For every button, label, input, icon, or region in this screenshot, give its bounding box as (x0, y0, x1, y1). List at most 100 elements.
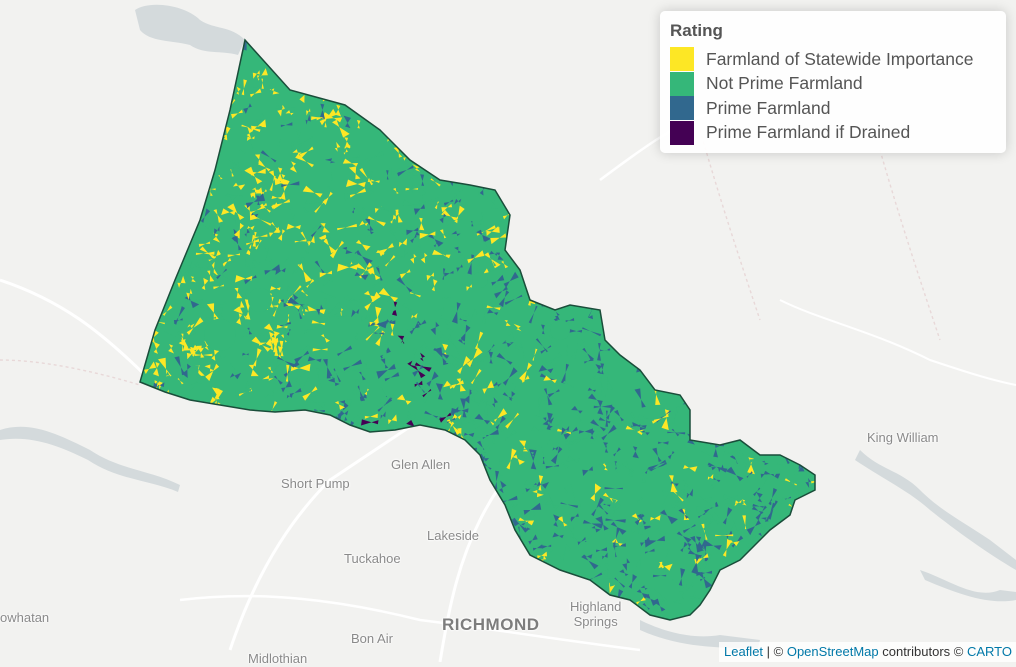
soil-polygon (264, 390, 274, 398)
soil-polygon (401, 302, 418, 317)
soil-polygon (254, 122, 262, 128)
soil-polygon (589, 288, 594, 295)
soil-polygon (615, 180, 624, 190)
soil-polygon (140, 522, 146, 533)
soil-polygon (506, 448, 517, 470)
soil-polygon (812, 454, 815, 465)
soil-polygon (791, 304, 799, 313)
soil-polygon (252, 231, 257, 247)
soil-polygon (512, 162, 528, 166)
soil-polygon (567, 165, 578, 170)
soil-polygon (190, 105, 199, 113)
soil-polygon (779, 424, 790, 436)
soil-polygon (781, 297, 788, 305)
soil-polygon (357, 76, 371, 83)
soil-polygon (796, 373, 804, 386)
soil-polygon (272, 298, 283, 308)
soil-polygon (605, 518, 626, 523)
soil-polygon (174, 554, 180, 562)
soil-polygon (205, 272, 213, 280)
soil-polygon (212, 232, 221, 243)
soil-polygon (515, 152, 521, 163)
soil-polygon (374, 107, 386, 115)
soil-polygon (201, 613, 212, 620)
soil-polygon (468, 485, 483, 496)
soil-polygon (182, 453, 194, 468)
soil-polygon (269, 85, 275, 94)
soil-polygon (548, 335, 558, 343)
soil-polygon (388, 414, 397, 425)
soil-polygon (545, 417, 554, 424)
soil-polygon (678, 256, 697, 269)
soil-polygon (351, 207, 356, 214)
soil-polygon (472, 61, 478, 75)
soil-polygon (791, 393, 798, 398)
soil-polygon (722, 273, 730, 284)
soil-polygon (788, 598, 802, 614)
soil-polygon (460, 398, 467, 418)
soil-polygon (623, 296, 638, 310)
soil-polygon (192, 498, 197, 510)
soil-polygon (587, 387, 596, 392)
soil-polygon (365, 526, 378, 532)
soil-polygon (366, 588, 386, 601)
soil-polygon (140, 485, 147, 495)
soil-polygon (727, 336, 738, 342)
soil-polygon (591, 205, 603, 214)
soil-polygon (422, 603, 434, 611)
leaflet-link[interactable]: Leaflet (724, 644, 764, 659)
soil-polygon (237, 170, 242, 178)
soil-polygon (792, 297, 806, 304)
soil-polygon (269, 226, 280, 237)
openstreetmap-link[interactable]: OpenStreetMap (786, 644, 879, 659)
soil-polygon (190, 134, 196, 140)
soil-polygon (201, 277, 209, 290)
soil-polygon (562, 380, 575, 389)
soil-polygon (548, 40, 557, 49)
carto-link[interactable]: CARTO (966, 644, 1012, 659)
soil-polygon (156, 209, 169, 226)
soil-polygon (352, 528, 366, 545)
soil-polygon (143, 221, 155, 228)
soil-polygon (565, 455, 581, 464)
soil-polygon (611, 538, 623, 547)
soil-polygon (649, 170, 659, 178)
soil-polygon (323, 529, 329, 535)
soil-polygon (235, 275, 253, 283)
soil-polygon (180, 111, 188, 118)
soil-polygon (544, 352, 562, 369)
soil-polygon (798, 349, 811, 361)
soil-polygon (532, 490, 544, 498)
soil-polygon (602, 135, 608, 147)
soil-polygon (807, 424, 815, 433)
soil-polygon (482, 462, 492, 470)
soil-polygon (343, 115, 351, 129)
soil-polygon (308, 64, 328, 80)
soil-polygon (486, 118, 492, 125)
soil-polygon (696, 301, 701, 314)
soil-polygon (191, 592, 203, 613)
soil-polygon (164, 490, 172, 498)
soil-polygon (590, 483, 602, 502)
soil-polygon (477, 504, 489, 526)
soil-polygon (734, 499, 742, 507)
soil-polygon (709, 473, 719, 479)
soil-polygon (438, 517, 453, 526)
soil-polygon (605, 187, 611, 200)
soil-polygon (142, 248, 150, 252)
soil-polygon (708, 604, 718, 609)
soil-polygon (299, 376, 311, 390)
soil-polygon (384, 84, 398, 95)
soil-polygon (286, 328, 291, 336)
soil-polygon (314, 409, 325, 413)
soil-polygon (376, 266, 383, 281)
soil-polygon (382, 341, 389, 359)
soil-polygon (322, 191, 333, 205)
soil-polygon (324, 298, 329, 308)
soil-polygon (405, 50, 416, 59)
soil-polygon (790, 386, 801, 394)
soil-polygon (592, 184, 600, 189)
soil-polygon (232, 475, 243, 482)
soil-polygon (219, 419, 225, 427)
